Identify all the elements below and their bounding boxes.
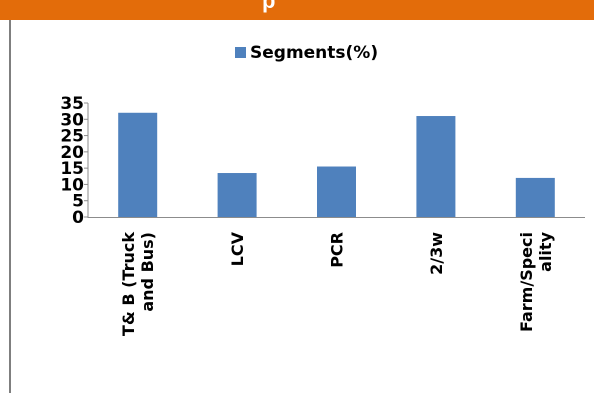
bar: [515, 177, 555, 217]
x-category-label: 2/3w: [427, 232, 446, 275]
chart-legend: Segments(%): [235, 43, 378, 63]
header-bar: p: [0, 0, 594, 20]
x-category-label: Farm/Speci: [517, 232, 536, 332]
legend-label: Segments(%): [250, 43, 378, 63]
axes: [87, 103, 585, 218]
bar: [317, 166, 356, 217]
x-category-label: T& B (Truck: [119, 232, 138, 336]
x-category-label: and Bus): [138, 232, 157, 312]
bar: [118, 112, 158, 217]
y-tick-label: 35: [60, 94, 84, 114]
left-border-line: [9, 20, 11, 393]
y-tick-label: 15: [60, 159, 84, 179]
bar: [217, 173, 257, 217]
x-category-label: ality: [536, 231, 555, 271]
bars: [118, 112, 555, 217]
bar: [416, 116, 456, 217]
y-tick-label: 10: [60, 175, 84, 195]
y-tick-label: 30: [60, 110, 84, 130]
x-axis-labels: T& B (Truck and Bus) LCV PCR 2/3w Farm/Speci a…: [119, 231, 555, 336]
header-title-fragment: p: [262, 0, 276, 13]
legend-swatch: [235, 47, 246, 58]
x-category-label: PCR: [328, 232, 347, 268]
y-tick-label: 20: [60, 143, 84, 163]
y-tick-label: 5: [72, 192, 84, 212]
y-tick-label: 0: [72, 208, 84, 228]
x-category-label: LCV: [228, 231, 247, 266]
y-tick-label: 25: [60, 127, 84, 147]
